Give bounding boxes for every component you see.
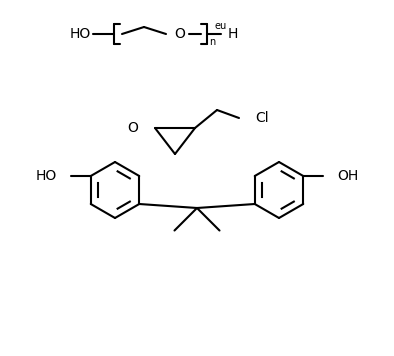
Text: O: O xyxy=(128,121,138,135)
Text: O: O xyxy=(175,27,186,41)
Text: HO: HO xyxy=(35,169,57,183)
Text: OH: OH xyxy=(337,169,359,183)
Text: H: H xyxy=(228,27,238,41)
Text: Cl: Cl xyxy=(255,111,269,125)
Text: n: n xyxy=(209,37,215,47)
Text: HO: HO xyxy=(69,27,91,41)
Text: eu: eu xyxy=(215,21,227,31)
